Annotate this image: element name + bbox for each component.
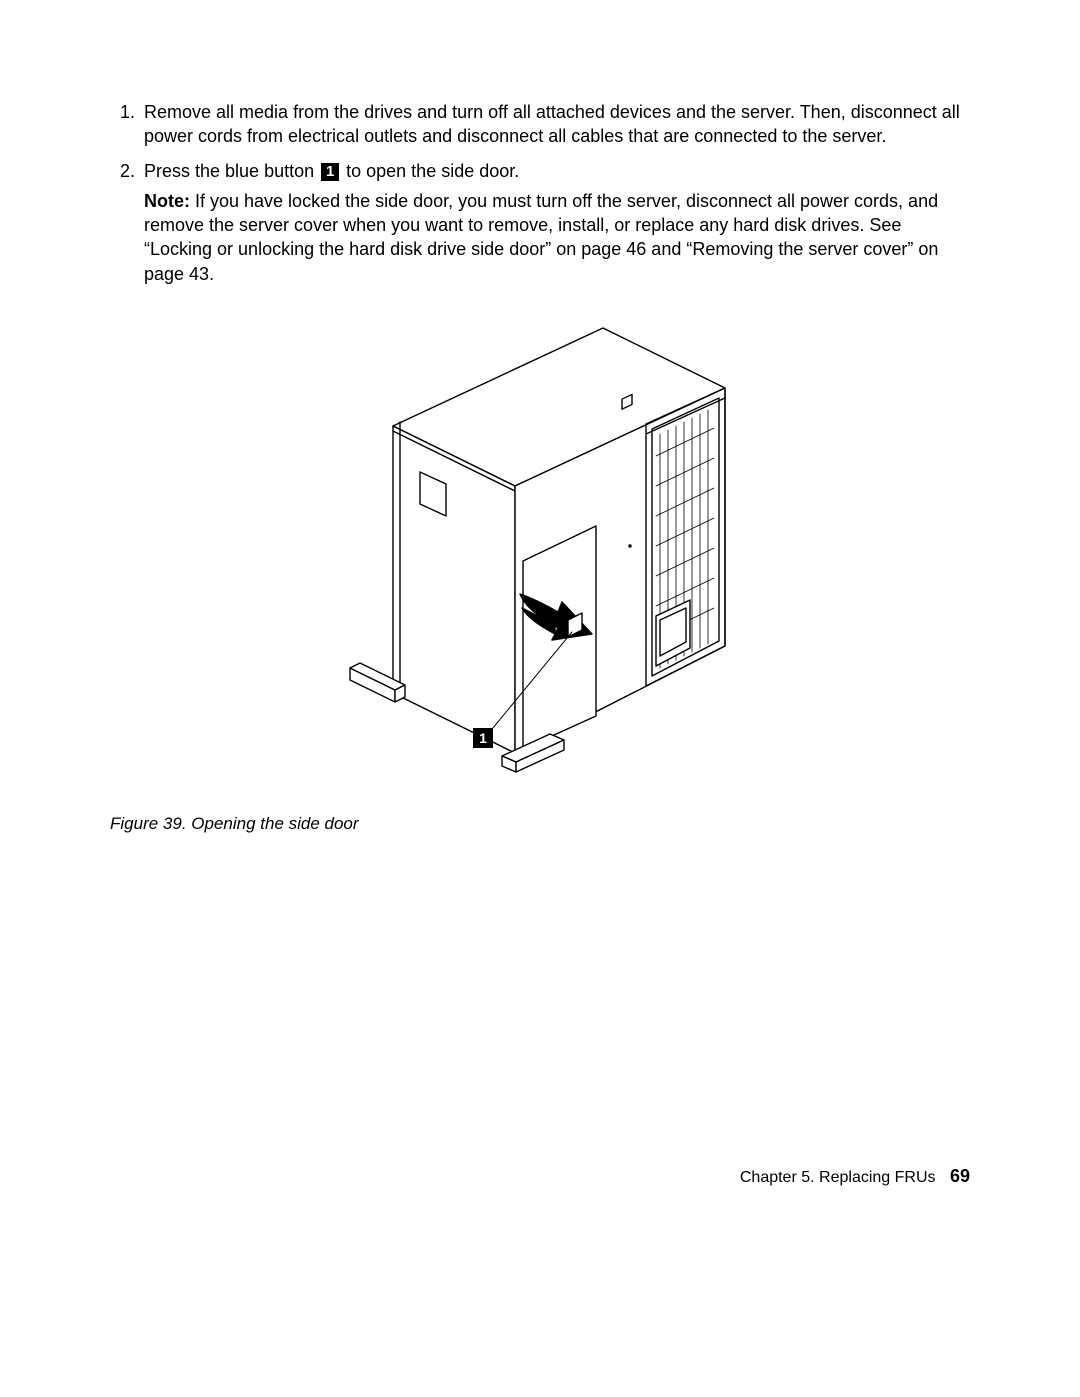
step-2-note: Note: If you have locked the side door, … [144, 189, 970, 286]
figure-callout-1: 1 [479, 730, 487, 746]
step-2-text-before: Press the blue button [144, 161, 319, 181]
figure-caption: Figure 39. Opening the side door [110, 814, 970, 834]
server-illustration: 1 [320, 316, 760, 796]
footer-title: Replacing FRUs [819, 1169, 935, 1186]
step-2-text-after: to open the side door. [341, 161, 519, 181]
note-text: If you have locked the side door, you mu… [144, 191, 938, 284]
step-1-text: Remove all media from the drives and tur… [144, 102, 960, 146]
step-2: Press the blue button 1 to open the side… [140, 159, 970, 286]
figure-39: 1 Figure 39. Opening the side door [110, 316, 970, 834]
instruction-list: Remove all media from the drives and tur… [110, 100, 970, 286]
document-page: Remove all media from the drives and tur… [0, 0, 1080, 1397]
note-label: Note: [144, 191, 190, 211]
step-2-badge: 1 [321, 163, 339, 181]
footer-page-number: 69 [950, 1166, 970, 1186]
footer-chapter: Chapter 5. [740, 1169, 815, 1186]
step-1: Remove all media from the drives and tur… [140, 100, 970, 149]
page-footer: Chapter 5. Replacing FRUs 69 [740, 1166, 970, 1187]
